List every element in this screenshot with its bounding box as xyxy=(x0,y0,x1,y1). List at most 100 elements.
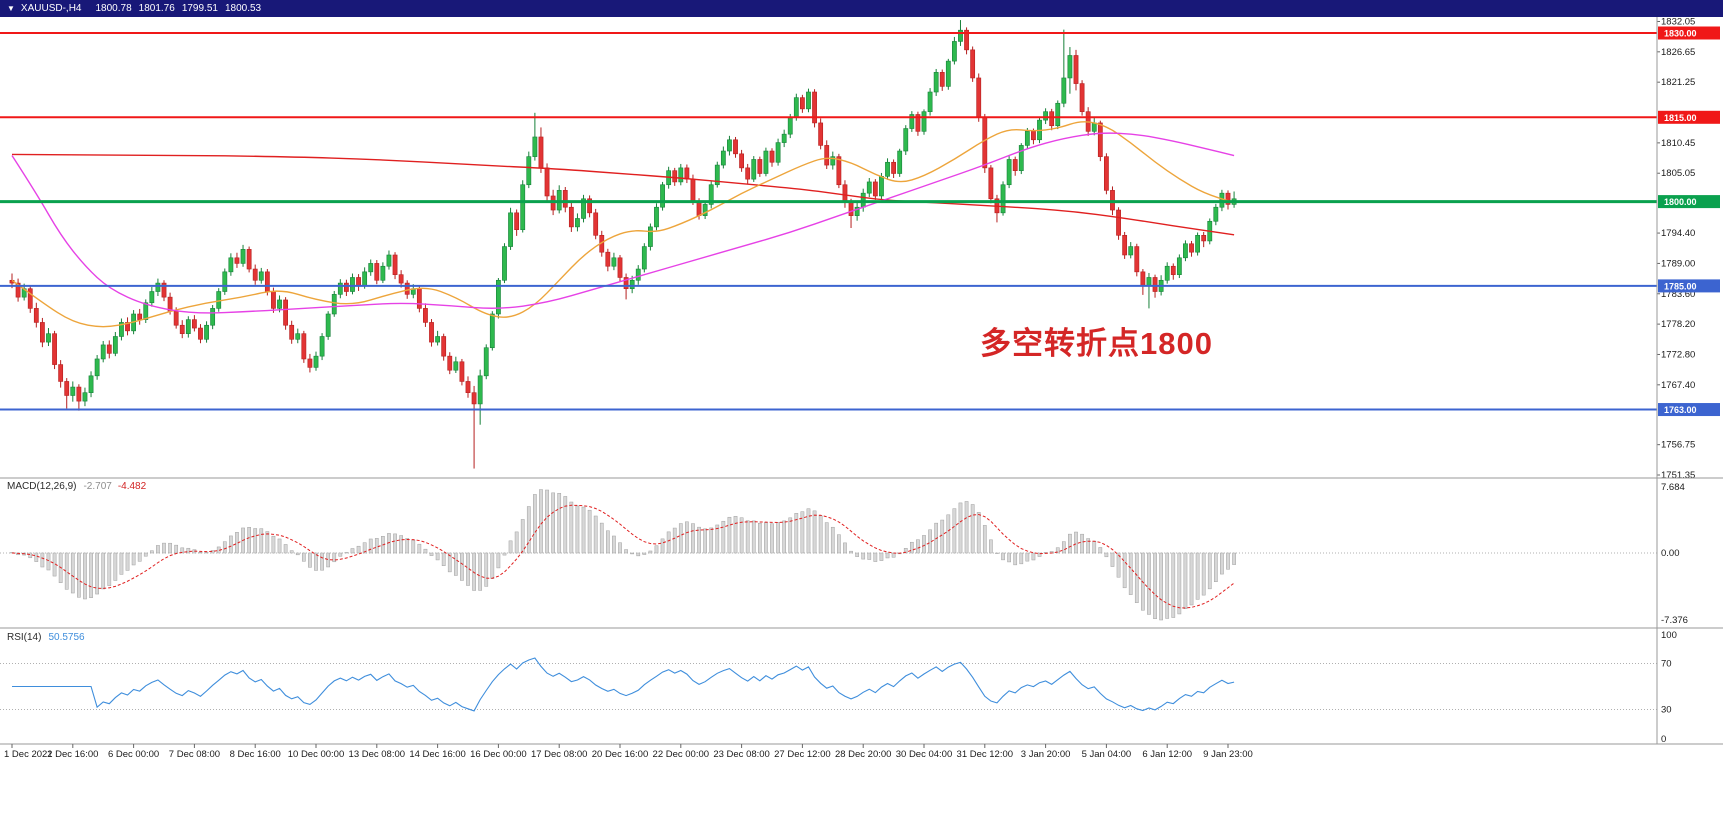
candlestick xyxy=(787,117,793,135)
time-axis-label: 14 Dec 16:00 xyxy=(409,749,466,760)
time-axis-label: 6 Jan 12:00 xyxy=(1142,749,1192,760)
candlestick xyxy=(654,206,659,228)
candlestick xyxy=(477,375,483,405)
candlestick xyxy=(331,294,337,315)
candlestick xyxy=(933,72,939,93)
candlestick xyxy=(1031,131,1036,141)
candlestick xyxy=(240,249,246,264)
candlestick xyxy=(976,77,982,118)
candlestick xyxy=(830,156,836,166)
candlestick xyxy=(538,136,544,169)
candlestick xyxy=(106,344,112,354)
candlestick xyxy=(982,117,988,169)
horizontal-lines-layer[interactable]: 1830.00 1815.00 1800.00 1785.00 1763.00 xyxy=(0,26,1720,417)
candlestick xyxy=(733,139,738,155)
candlestick xyxy=(757,159,763,174)
candlestick xyxy=(544,167,550,197)
candlestick xyxy=(1097,122,1103,157)
time-axis-label: 17 Dec 08:00 xyxy=(531,749,588,760)
price-axis-label: 1810.45 xyxy=(1661,138,1695,149)
candlestick xyxy=(763,150,769,174)
svg-text:0: 0 xyxy=(1661,734,1666,745)
price-axis-label: 1805.05 xyxy=(1661,168,1695,179)
candlestick xyxy=(1055,102,1061,127)
candlestick xyxy=(854,206,860,216)
candlestick xyxy=(234,257,240,264)
candlestick xyxy=(866,181,872,194)
macd-value-main: -2.707 xyxy=(83,481,112,492)
candlestick xyxy=(635,268,641,281)
candlestick xyxy=(970,49,976,79)
candlestick xyxy=(514,212,520,230)
candlestick xyxy=(325,313,331,337)
candlestick xyxy=(1213,206,1219,222)
candlestick xyxy=(27,288,33,309)
rsi-name: RSI(14) xyxy=(7,632,42,643)
candlestick xyxy=(568,206,574,228)
candlestick xyxy=(812,91,817,124)
candlestick xyxy=(155,282,161,292)
candlestick xyxy=(15,282,21,298)
price-axis-label: 1772.80 xyxy=(1661,349,1695,360)
price-line-badge xyxy=(1658,110,1720,124)
candlestick xyxy=(806,91,811,110)
quote-close: 1800.53 xyxy=(224,3,262,14)
rsi-pane: 100 70 30 0 xyxy=(0,630,1677,745)
candlestick xyxy=(39,322,45,343)
price-line-badge xyxy=(1658,195,1720,209)
candlestick xyxy=(909,114,915,129)
time-axis-label: 6 Dec 00:00 xyxy=(108,749,159,760)
svg-text:1800.00: 1800.00 xyxy=(1664,197,1697,207)
candlestick xyxy=(1134,246,1140,273)
candlestick xyxy=(848,201,854,216)
time-axis-label: 16 Dec 00:00 xyxy=(470,749,527,760)
candlestick xyxy=(149,291,155,304)
candlestick xyxy=(903,128,909,152)
chart-canvas[interactable]: 1832.05 1826.65 1821.25 1810.45 1805.05 1794.… xyxy=(0,17,1723,838)
price-axis-label: 1778.20 xyxy=(1661,319,1695,330)
price-axis-label: 1832.05 xyxy=(1661,17,1695,27)
ma-slow-red xyxy=(11,153,1235,236)
candlestick xyxy=(1170,265,1176,275)
candlestick xyxy=(277,299,282,309)
candlestick xyxy=(222,271,228,292)
candlestick xyxy=(1067,55,1073,79)
candlestick xyxy=(252,268,258,281)
candlestick xyxy=(495,279,501,315)
price-axis-label: 1826.65 xyxy=(1661,47,1695,58)
candlestick xyxy=(945,60,951,87)
candlestick xyxy=(684,167,690,180)
svg-text:-7.376: -7.376 xyxy=(1661,615,1688,626)
candlestick xyxy=(641,246,647,270)
macd-pane: 7.684 0.00 -7.376 xyxy=(0,482,1688,626)
candlestick xyxy=(179,324,185,334)
candlestick xyxy=(1201,235,1207,242)
candlestick xyxy=(575,218,580,228)
pane-separators[interactable] xyxy=(0,17,1723,745)
svg-text:0.00: 0.00 xyxy=(1661,548,1680,559)
candlestick xyxy=(416,288,422,309)
time-axis-label: 27 Dec 12:00 xyxy=(774,749,831,760)
candlestick xyxy=(404,282,410,295)
collapse-chart-icon[interactable]: ▼ xyxy=(7,4,15,13)
candlestick xyxy=(708,184,714,205)
candlestick xyxy=(951,41,957,62)
candlestick xyxy=(88,375,94,393)
candlestick xyxy=(216,291,222,309)
candlestick xyxy=(562,190,568,208)
candlestick xyxy=(958,29,963,42)
candlestick xyxy=(727,139,732,152)
price-axis[interactable]: 1832.05 1826.65 1821.25 1810.45 1805.05 1794.… xyxy=(1657,17,1695,481)
svg-text:1830.00: 1830.00 xyxy=(1664,29,1697,39)
candlestick xyxy=(915,114,921,132)
candlestick xyxy=(1116,209,1121,236)
time-axis-label: 5 Jan 04:00 xyxy=(1082,749,1132,760)
candlestick xyxy=(1000,184,1006,214)
candlestick xyxy=(745,167,751,180)
candlestick xyxy=(836,156,842,186)
candlestick xyxy=(1061,77,1067,104)
candlestick xyxy=(526,156,532,186)
candlestick xyxy=(264,271,270,292)
candlestick xyxy=(678,167,684,183)
